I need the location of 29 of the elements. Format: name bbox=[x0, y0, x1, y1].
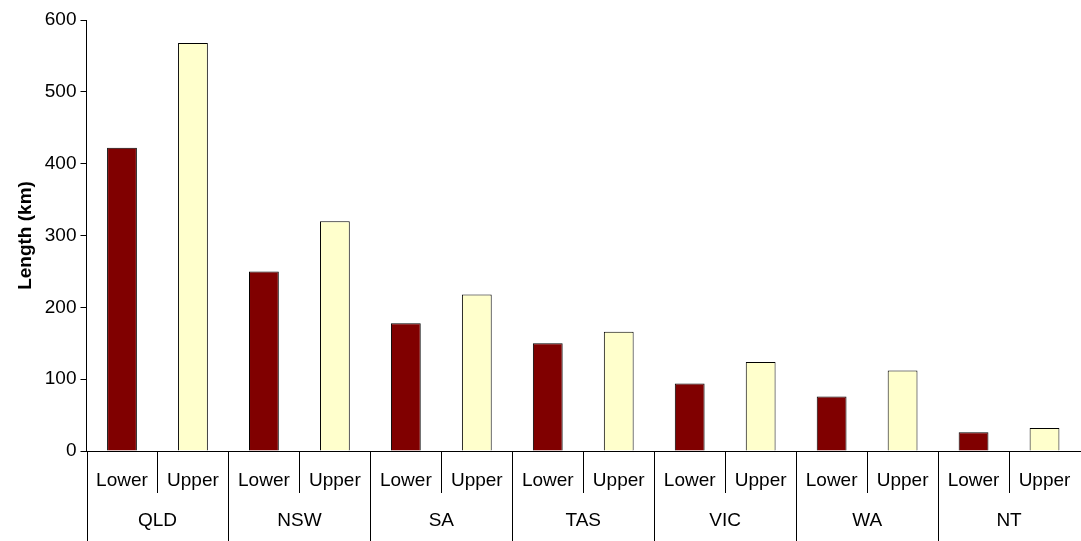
y-tick-label: 400 bbox=[44, 151, 77, 173]
y-tick-label: 600 bbox=[44, 8, 77, 30]
x-tick-label: QLD bbox=[137, 509, 177, 531]
x-tick-label: NSW bbox=[277, 509, 322, 531]
text: Lower bbox=[96, 469, 148, 491]
text: Upper bbox=[167, 469, 219, 491]
text: Lower bbox=[238, 469, 290, 491]
y-tick-label: 200 bbox=[44, 295, 77, 317]
y-tick-label: 500 bbox=[44, 80, 77, 102]
y-tick-label: 300 bbox=[44, 223, 77, 245]
series-label: Lower bbox=[663, 469, 717, 491]
y-axis-title: Length (km) bbox=[13, 181, 35, 290]
text: Lower bbox=[521, 469, 574, 491]
text: Lower bbox=[805, 469, 858, 491]
text: Upper bbox=[1018, 469, 1071, 491]
y-tick-label: 0 bbox=[65, 439, 77, 461]
text: Upper bbox=[876, 469, 929, 491]
text: Lower bbox=[379, 469, 432, 491]
y-tick-label: 100 bbox=[44, 367, 77, 389]
x-tick-label: VIC bbox=[709, 509, 742, 531]
series-label: Upper bbox=[450, 469, 504, 491]
text: Upper bbox=[592, 469, 645, 491]
x-tick-label: NT bbox=[996, 509, 1023, 531]
x-tick-label: TAS bbox=[565, 509, 602, 531]
x-tick-label: SA bbox=[428, 509, 455, 531]
x-tick-label: WA bbox=[852, 509, 883, 531]
text: Upper bbox=[734, 469, 787, 491]
text: Upper bbox=[309, 469, 361, 491]
text: Lower bbox=[947, 469, 1000, 491]
